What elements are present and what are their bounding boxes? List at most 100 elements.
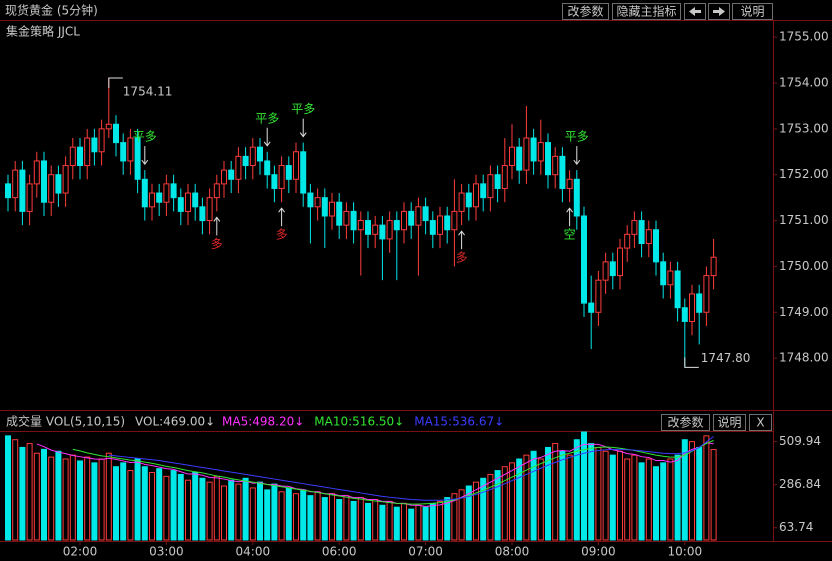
signal-arrow-head [141, 159, 149, 165]
candle-body [235, 155, 242, 180]
volume-bar [660, 462, 667, 541]
candle-body [516, 146, 523, 171]
volume-bar [257, 481, 263, 541]
candle-body [249, 146, 256, 167]
candle-body [494, 174, 501, 189]
y-tick-label: 286.84 [779, 477, 821, 491]
y-tick-label: 1751.00 [779, 213, 829, 227]
volume-bar [19, 446, 26, 541]
x-tick-label: 06:00 [322, 545, 357, 559]
candle-body [660, 261, 667, 286]
candle-body [559, 155, 566, 189]
candle-body [329, 201, 335, 217]
volume-bar [113, 466, 119, 541]
candle-body [293, 151, 299, 180]
candle-body [192, 192, 199, 208]
signal-arrow-head [299, 132, 307, 138]
volume-bar [91, 462, 98, 541]
candle-body [357, 220, 364, 231]
next-button[interactable] [708, 3, 730, 20]
button-label[interactable]: 说明 [717, 415, 741, 430]
candle-body [372, 224, 379, 235]
high-bracket [108, 77, 123, 88]
button[interactable] [661, 414, 710, 431]
candle-body [257, 146, 263, 162]
button-label[interactable]: 隐藏主指标 [616, 4, 676, 19]
volume-bar [84, 456, 91, 541]
button[interactable] [612, 3, 681, 20]
volume-bar [480, 477, 487, 541]
y-tick-label: 1755.00 [779, 30, 829, 44]
volume-bar [314, 491, 321, 541]
signal-arrow-head [278, 207, 286, 213]
candle-body [422, 206, 429, 222]
candle-body [84, 137, 91, 167]
volume-bar [473, 481, 479, 541]
candle-body [285, 165, 292, 180]
low-bracket [684, 357, 699, 368]
volume-bar [69, 454, 76, 541]
volume-bar [278, 491, 285, 541]
candle-body [264, 160, 271, 176]
signal-label: 平多 [133, 130, 157, 144]
candle-body [19, 169, 26, 212]
candle-body [451, 210, 458, 231]
candle-body [314, 197, 321, 208]
volume-bar [408, 508, 415, 541]
candle-body [689, 293, 695, 322]
candle-body [710, 256, 717, 277]
volume-bar [437, 500, 443, 541]
candle-body [91, 137, 98, 153]
candle-body [33, 160, 40, 185]
volume-bar [249, 487, 256, 541]
candle-body [573, 178, 580, 217]
volume-bar [465, 485, 472, 541]
candle-body [278, 165, 285, 189]
volume-bar [487, 473, 494, 541]
volume-bar [581, 431, 587, 541]
volume-bar [458, 489, 465, 541]
volume-bar [300, 489, 307, 541]
button-label[interactable]: 改参数 [567, 4, 603, 19]
signal-arrow-head [213, 216, 221, 222]
volume-bar [379, 504, 386, 541]
button[interactable] [562, 3, 609, 20]
candle-body [206, 197, 213, 222]
candle-body [69, 146, 76, 167]
volume-bar [509, 462, 515, 541]
candle-body [645, 229, 652, 244]
candle-body [185, 192, 191, 212]
volume-bar [696, 446, 703, 541]
low-label: 1747.80 [701, 351, 751, 365]
volume-bar [645, 458, 652, 541]
volume-bar [170, 470, 177, 541]
candle-body [141, 178, 148, 208]
volume-bar [321, 497, 328, 541]
prev-button[interactable] [684, 3, 706, 20]
candle-body [77, 146, 83, 167]
candle-body [480, 183, 487, 199]
candle-body [221, 169, 227, 185]
button[interactable] [749, 414, 772, 431]
volume-bar [149, 472, 155, 541]
y-tick-label: 1749.00 [779, 305, 829, 319]
button-label[interactable]: 改参数 [667, 415, 703, 430]
volume-bar [221, 485, 227, 541]
button[interactable] [732, 3, 773, 20]
volume-bar [242, 477, 249, 541]
button-label[interactable]: 说明 [740, 4, 764, 19]
signal-label: 多 [276, 228, 288, 242]
volume-bar [681, 439, 688, 541]
candle-body [429, 220, 436, 235]
volume-bar [185, 479, 191, 541]
candle-body [444, 215, 451, 231]
volume-bar [602, 450, 609, 541]
button[interactable] [713, 414, 746, 431]
volume-bar [62, 458, 69, 541]
candle-body [487, 174, 494, 199]
volume-bar [33, 452, 40, 541]
volume-bar [105, 452, 112, 541]
y-tick-label: 1754.00 [779, 75, 829, 89]
button-label[interactable]: X [756, 416, 764, 430]
